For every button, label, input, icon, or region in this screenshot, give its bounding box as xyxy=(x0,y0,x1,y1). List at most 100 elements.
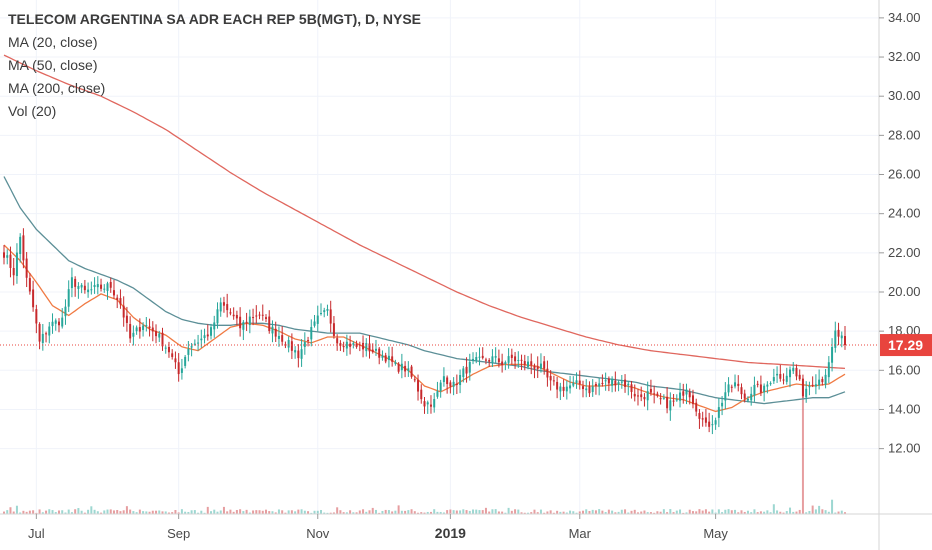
price-tick-label: 28.00 xyxy=(888,127,921,142)
volume-bar xyxy=(776,510,779,514)
candle-body xyxy=(750,393,753,401)
volume-bar xyxy=(834,512,837,514)
candle-body xyxy=(588,386,591,394)
volume-bar xyxy=(588,510,591,514)
candle-body xyxy=(598,383,601,387)
volume-bar xyxy=(28,510,31,514)
volume-bar xyxy=(630,510,633,514)
volume-bar xyxy=(801,384,804,514)
volume-bar xyxy=(785,511,788,514)
candle-body xyxy=(197,342,200,344)
candle-body xyxy=(213,322,216,330)
ma50-line xyxy=(3,176,846,405)
candle-body xyxy=(265,317,268,319)
candle-body xyxy=(407,368,410,371)
volume-bars xyxy=(3,384,846,514)
volume-bar xyxy=(303,510,306,514)
volume-bar xyxy=(103,510,106,514)
volume-bar xyxy=(193,510,196,514)
legend-title: TELECOM ARGENTINA SA ADR EACH REP 5B(MGT… xyxy=(8,11,422,27)
candle-body xyxy=(491,356,494,363)
volume-bar xyxy=(808,510,811,514)
volume-bar xyxy=(484,507,487,514)
candle-body xyxy=(675,399,678,401)
volume-bar xyxy=(795,511,798,514)
price-axis: 12.0014.0016.0018.0020.0022.0024.0026.00… xyxy=(879,10,921,456)
volume-bar xyxy=(358,510,361,514)
candle-body xyxy=(465,366,468,374)
candle-body xyxy=(135,327,138,332)
candle-body xyxy=(442,376,445,383)
candle-body xyxy=(242,321,245,330)
volume-bar xyxy=(591,509,594,514)
volume-bar xyxy=(336,507,339,514)
volume-bar xyxy=(436,511,439,514)
volume-bar xyxy=(429,511,432,514)
volume-bar xyxy=(523,512,526,514)
candle-body xyxy=(64,306,67,317)
candle-body xyxy=(268,316,271,332)
volume-bar xyxy=(87,509,90,514)
volume-bar xyxy=(6,510,9,514)
candle-body xyxy=(410,366,413,377)
volume-bar xyxy=(614,512,617,514)
volume-bar xyxy=(319,509,322,514)
candle-body xyxy=(423,401,426,407)
volume-bar xyxy=(329,512,332,514)
volume-bar xyxy=(504,512,507,514)
candle-body xyxy=(83,285,86,291)
candle-body xyxy=(539,363,542,369)
candle-body xyxy=(581,386,584,390)
candle-body xyxy=(527,361,530,367)
candle-body xyxy=(355,343,358,347)
candle-body xyxy=(206,334,209,337)
volume-bar xyxy=(685,512,688,514)
candle-body xyxy=(772,377,775,382)
candle-body xyxy=(122,305,125,318)
candle-body xyxy=(785,375,788,382)
volume-bar xyxy=(679,509,682,514)
volume-bar xyxy=(368,510,371,514)
time-tick-label: Sep xyxy=(167,526,190,541)
volume-bar xyxy=(352,512,355,514)
candle-body xyxy=(569,385,572,389)
candle-body xyxy=(685,389,688,395)
candle-body xyxy=(109,281,112,288)
volume-bar xyxy=(413,511,416,514)
candle-body xyxy=(624,379,627,387)
volume-bar xyxy=(717,509,720,514)
volume-bar xyxy=(821,509,824,514)
candle-body xyxy=(679,392,682,401)
candle-body xyxy=(326,309,329,311)
volume-bar xyxy=(452,510,455,514)
candle-body xyxy=(319,313,322,315)
candle-body xyxy=(420,389,423,400)
volume-bar xyxy=(753,509,756,514)
volume-bar xyxy=(274,512,277,514)
candle-body xyxy=(614,380,617,386)
candle-body xyxy=(730,386,733,388)
volume-bar xyxy=(255,510,258,514)
volume-bar xyxy=(326,512,329,514)
volume-bar xyxy=(77,508,80,514)
candle-body xyxy=(323,310,326,313)
volume-bar xyxy=(271,511,274,514)
volume-bar xyxy=(248,512,251,514)
volume-bar xyxy=(397,505,400,514)
volume-bar xyxy=(345,512,348,514)
volume-bar xyxy=(811,505,814,514)
volume-bar xyxy=(167,512,170,514)
candle-body xyxy=(695,402,698,412)
candle-body xyxy=(617,382,620,385)
volume-bar xyxy=(70,512,73,514)
candle-body xyxy=(400,363,403,371)
candle-body xyxy=(184,356,187,366)
candle-body xyxy=(572,382,575,386)
candle-body xyxy=(374,348,377,351)
volume-bar xyxy=(666,512,669,514)
candle-body xyxy=(155,330,158,337)
candle-body xyxy=(769,383,772,385)
volume-bar xyxy=(261,510,264,514)
volume-bar xyxy=(423,512,426,514)
